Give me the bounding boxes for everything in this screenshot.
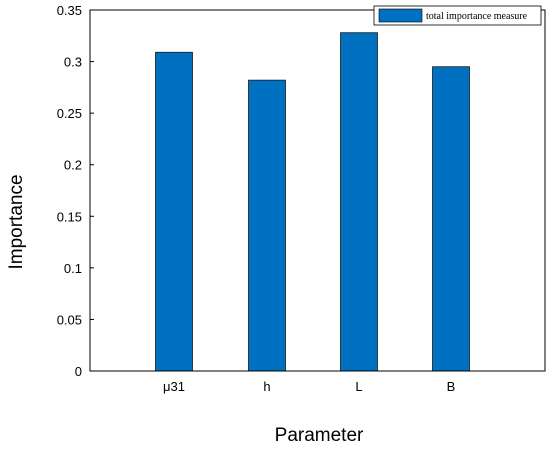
y-tick-label: 0 [75,364,82,379]
y-axis-ticks: 0 0.05 0.1 0.15 0.2 0.25 0.3 0.35 [57,3,94,379]
plot-area-frame [89,9,546,372]
legend: total importance measure [373,5,542,26]
legend-swatch [378,8,423,23]
y-tick-label: 0.15 [57,209,82,224]
bar-1 [248,79,286,372]
x-tick-label: L [355,379,362,394]
bar-2 [340,32,378,372]
y-tick-label: 0.25 [57,106,82,121]
legend-label: total importance measure [426,11,528,22]
x-axis-title: Parameter [275,425,364,446]
x-tick-label: μ31 [163,379,185,394]
y-tick-label: 0.35 [57,3,82,18]
y-axis-title: Importance [6,174,27,269]
bar-0 [155,51,193,372]
bar-3 [432,66,470,372]
x-tick-label: B [447,379,456,394]
y-tick-label: 0.3 [64,55,82,70]
bar-series [155,32,470,372]
x-tick-label: h [263,379,270,394]
y-tick-label: 0.2 [64,158,82,173]
y-tick-label: 0.05 [57,312,82,327]
y-tick-label: 0.1 [64,261,82,276]
